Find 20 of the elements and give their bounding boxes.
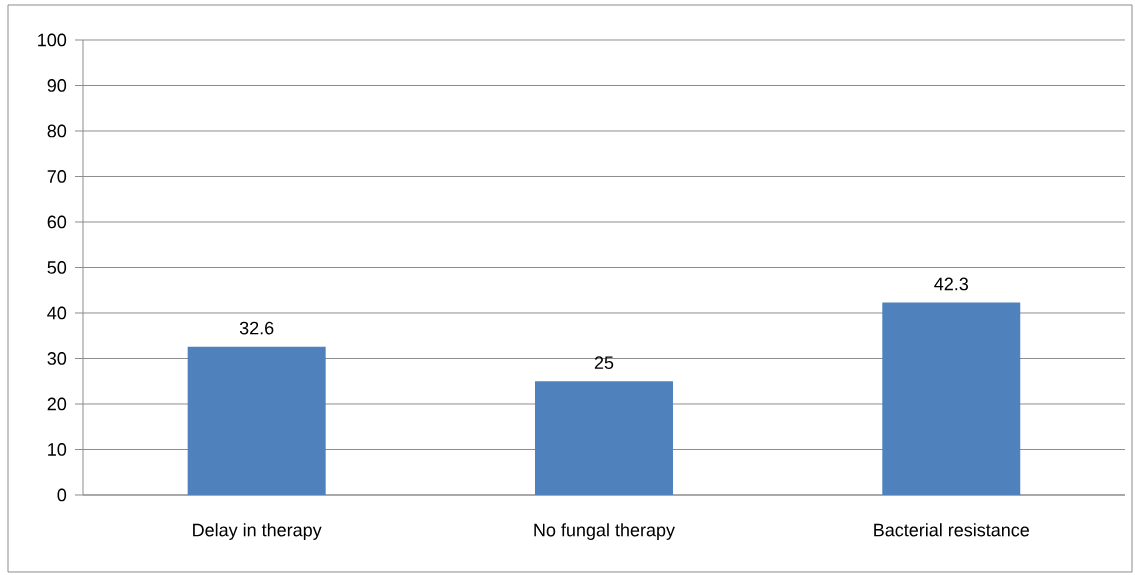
- data-label: 32.6: [239, 321, 274, 335]
- bar: [534, 381, 673, 495]
- y-tick-label: 40: [47, 306, 67, 320]
- bar: [882, 302, 1021, 495]
- y-tick-label: 60: [47, 215, 67, 229]
- x-tick-label: Bacterial resistance: [874, 523, 1029, 537]
- data-label: 42.3: [934, 277, 969, 291]
- y-tick-label: 20: [47, 397, 67, 411]
- y-tick-label: 100: [38, 33, 67, 47]
- y-tick-label: 30: [47, 352, 67, 365]
- y-tick-label: 90: [47, 79, 67, 92]
- y-tick-label: 0: [57, 488, 67, 502]
- y-tick-label: 70: [47, 170, 67, 183]
- data-label: 25: [594, 356, 614, 370]
- y-tick-label: 50: [47, 261, 67, 274]
- y-tick-label: 80: [47, 124, 67, 138]
- bar: [187, 346, 326, 495]
- x-tick-label: No fungal therapy: [534, 523, 675, 540]
- x-tick-label: Delay in therapy: [193, 523, 322, 540]
- y-tick-label: 10: [48, 443, 67, 456]
